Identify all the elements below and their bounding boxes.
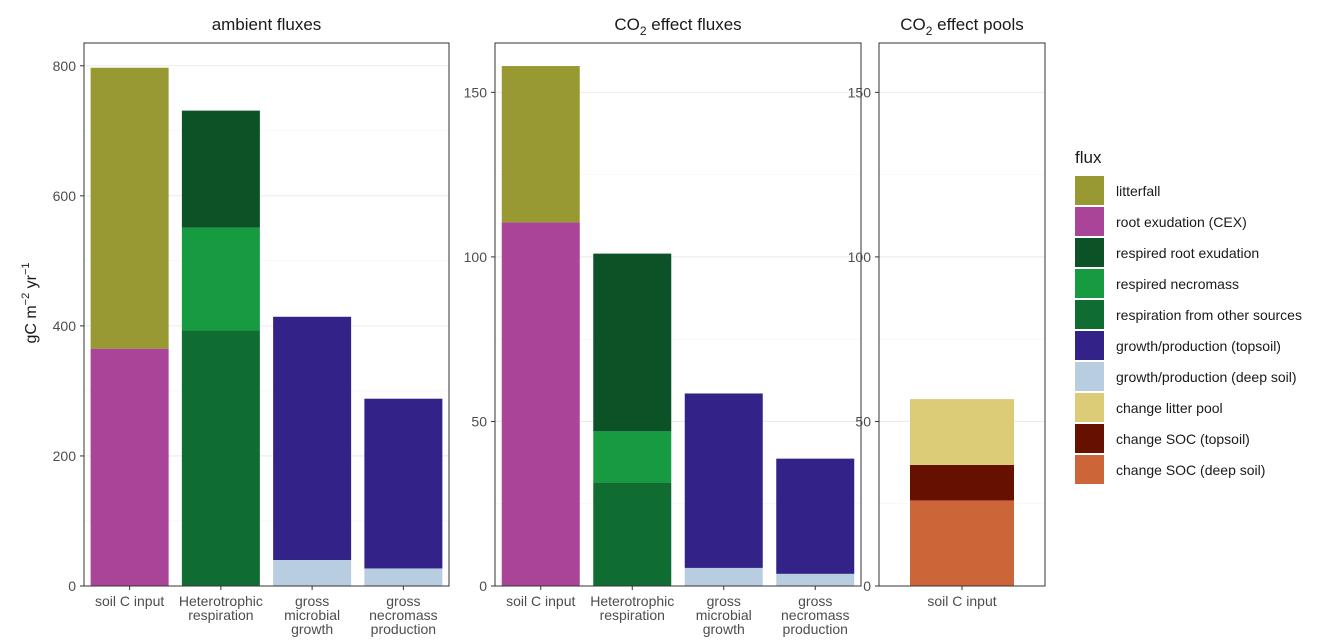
legend-item: growth/production (deep soil): [1075, 362, 1297, 391]
x-tick-label: soil C input: [927, 593, 996, 609]
y-axis-label-mid: yr: [23, 274, 40, 292]
panel-2: soil C input Heterotrophic respiration gros…: [464, 15, 862, 637]
legend-swatch: [1075, 362, 1104, 391]
panel-title: ambient fluxes: [212, 15, 322, 34]
legend-label: root exudation (CEX): [1116, 214, 1247, 230]
panel-border: [878, 42, 1046, 587]
bar-segment: [684, 393, 763, 568]
x-tick-label: gross necromass production: [781, 593, 849, 637]
bar-segment: [364, 568, 443, 586]
panel-border: [494, 42, 862, 587]
x-tick-label: gross necromass production: [369, 593, 437, 637]
bar-segment: [684, 567, 763, 586]
y-tick-label: 100: [848, 249, 872, 265]
x-tick-label: Heterotrophic respiration: [179, 593, 263, 623]
legend-item: change litter pool: [1075, 393, 1223, 422]
legend-swatch: [1075, 269, 1104, 298]
legend-item: root exudation (CEX): [1075, 207, 1247, 236]
legend-label: change SOC (topsoil): [1116, 431, 1250, 447]
legend-swatch: [1075, 424, 1104, 453]
legend-label: change SOC (deep soil): [1116, 462, 1265, 478]
legend-swatch: [1075, 393, 1104, 422]
y-tick-label: 400: [53, 318, 77, 334]
y-tick-label: 50: [471, 413, 487, 429]
x-tick-label: soil C input: [95, 593, 164, 609]
legend-item: growth/production (topsoil): [1075, 331, 1281, 360]
y-tick-label: 100: [464, 249, 488, 265]
y-tick-label: 150: [848, 84, 872, 100]
legend-label: respired necromass: [1116, 276, 1239, 292]
bar-segment: [273, 559, 352, 586]
bar-segment: [776, 458, 855, 574]
bar-segment: [273, 316, 352, 560]
y-tick-label: 0: [68, 578, 76, 594]
bar-segment: [910, 464, 1014, 501]
legend-item: change SOC (deep soil): [1075, 455, 1265, 484]
panel-title: CO2 effect fluxes: [614, 15, 741, 38]
bar-segment: [593, 431, 672, 483]
legend-swatch: [1075, 331, 1104, 360]
legend-swatch: [1075, 207, 1104, 236]
y-tick-label: 150: [464, 84, 488, 100]
y-axis-label-sup1: −2: [20, 293, 32, 306]
y-tick-label: 0: [479, 578, 487, 594]
legend-item: litterfall: [1075, 176, 1160, 205]
y-tick-label: 50: [855, 413, 871, 429]
y-tick-label: 200: [53, 448, 77, 464]
y-tick-label: 0: [863, 578, 871, 594]
legend: flux litterfall root exudation (CEX) respi…: [1075, 148, 1302, 484]
bar-segment: [181, 227, 260, 331]
legend-swatch: [1075, 455, 1104, 484]
bar-segment: [501, 222, 580, 586]
panel-border: [83, 42, 450, 587]
bar-segment: [910, 500, 1014, 586]
legend-swatch: [1075, 238, 1104, 267]
y-axis-label-sup2: −1: [20, 262, 32, 275]
bar-segment: [593, 253, 672, 432]
panel-3: soil C input 0 50 100 150 CO2 effect pools: [848, 15, 1046, 609]
legend-swatch: [1075, 300, 1104, 329]
bar-segment: [501, 66, 580, 223]
x-tick-label: gross microbial growth: [284, 593, 340, 637]
bar-segment: [364, 398, 443, 569]
legend-item: change SOC (topsoil): [1075, 424, 1250, 453]
bar-segment: [90, 67, 169, 349]
legend-label: growth/production (deep soil): [1116, 369, 1297, 385]
bar-segment: [776, 573, 855, 586]
panel-title: CO2 effect pools: [900, 15, 1024, 38]
legend-label: growth/production (topsoil): [1116, 338, 1281, 354]
legend-label: respired root exudation: [1116, 245, 1259, 261]
bar-segment: [910, 399, 1014, 465]
panel-1: soil C input Heterotrophic respiration gros…: [53, 15, 450, 637]
bar-segment: [181, 330, 260, 586]
bar-segment: [181, 110, 260, 228]
x-tick-label: gross microbial growth: [696, 593, 752, 637]
y-axis-label-base: gC m: [23, 305, 40, 343]
bar-segment: [90, 348, 169, 586]
y-tick-label: 800: [53, 58, 77, 74]
legend-label: respiration from other sources: [1116, 307, 1302, 323]
bar-segment: [593, 482, 672, 586]
x-tick-label: soil C input: [506, 593, 575, 609]
legend-title: flux: [1075, 148, 1102, 167]
legend-item: respired root exudation: [1075, 238, 1259, 267]
y-axis-label: gC m−2 yr−1: [20, 262, 40, 343]
legend-item: respiration from other sources: [1075, 300, 1302, 329]
legend-swatch: [1075, 176, 1104, 205]
x-tick-label: Heterotrophic respiration: [590, 593, 674, 623]
legend-label: change litter pool: [1116, 400, 1223, 416]
y-tick-label: 600: [53, 188, 77, 204]
legend-label: litterfall: [1116, 183, 1160, 199]
legend-item: respired necromass: [1075, 269, 1239, 298]
